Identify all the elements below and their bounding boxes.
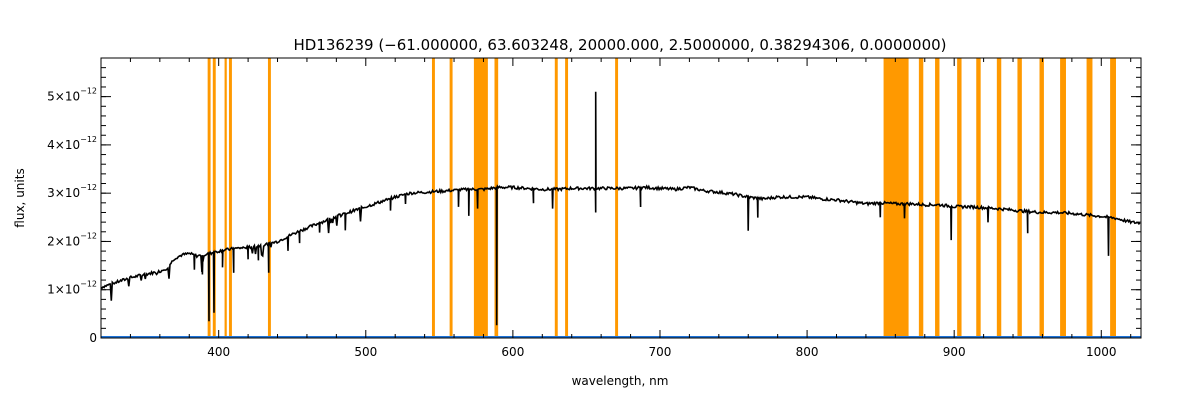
flux-line: [100, 91, 1141, 326]
y-tick-label: 3×10−12: [47, 183, 97, 200]
masked-band-5: [431, 58, 435, 338]
masked-band-15: [957, 58, 962, 338]
masked-band-6: [449, 58, 453, 338]
masked-band-11: [615, 58, 619, 338]
x-tick-label: 700: [649, 345, 672, 359]
masked-band-17: [996, 58, 1002, 338]
masked-band-9: [554, 58, 558, 338]
masked-band-16: [976, 58, 981, 338]
masked-band-21: [1086, 58, 1093, 338]
x-tick-label: 1000: [1086, 345, 1117, 359]
masked-band-13: [918, 58, 924, 338]
x-axis-ticks: 400 500 600 700 800 900 1000: [100, 58, 1132, 359]
y-tick-label: 1×10−12: [47, 280, 97, 297]
masked-band-3: [228, 58, 232, 338]
masked-band-2: [224, 58, 227, 338]
masked-band-22: [1110, 58, 1116, 338]
x-tick-label: 500: [354, 345, 377, 359]
y-tick-label: 5×10−12: [47, 87, 97, 104]
y-axis-label: flux, units: [13, 168, 27, 227]
x-tick-label: 800: [796, 345, 819, 359]
y-tick-label: 2×10−12: [47, 231, 97, 248]
x-tick-label: 900: [943, 345, 966, 359]
masked-bands: [207, 58, 1116, 338]
masked-band-0: [207, 58, 211, 338]
masked-band-19: [1039, 58, 1044, 338]
masked-band-1: [212, 58, 216, 338]
axes-frame: [100, 57, 1142, 339]
x-tick-label: 600: [501, 345, 524, 359]
flux-series: [100, 91, 1141, 326]
y-tick-label: 4×10−12: [47, 135, 97, 152]
masked-band-10: [565, 58, 569, 338]
masked-band-14: [935, 58, 940, 338]
chart-title: HD136239 (−61.000000, 63.603248, 20000.0…: [293, 36, 946, 54]
x-axis-label: wavelength, nm: [572, 374, 669, 388]
x-tick-label: 400: [207, 345, 230, 359]
masked-band-20: [1060, 58, 1066, 338]
y-tick-label: 0: [89, 331, 97, 345]
plot-frame: [100, 57, 1142, 339]
masked-band-4: [267, 58, 271, 338]
masked-band-7: [473, 58, 488, 338]
masked-band-18: [1017, 58, 1022, 338]
masked-band-12: [883, 58, 909, 338]
y-axis-ticks: 0 1×10−12 2×10−12 3×10−12 4×10−12 5×10−12: [47, 57, 1141, 345]
